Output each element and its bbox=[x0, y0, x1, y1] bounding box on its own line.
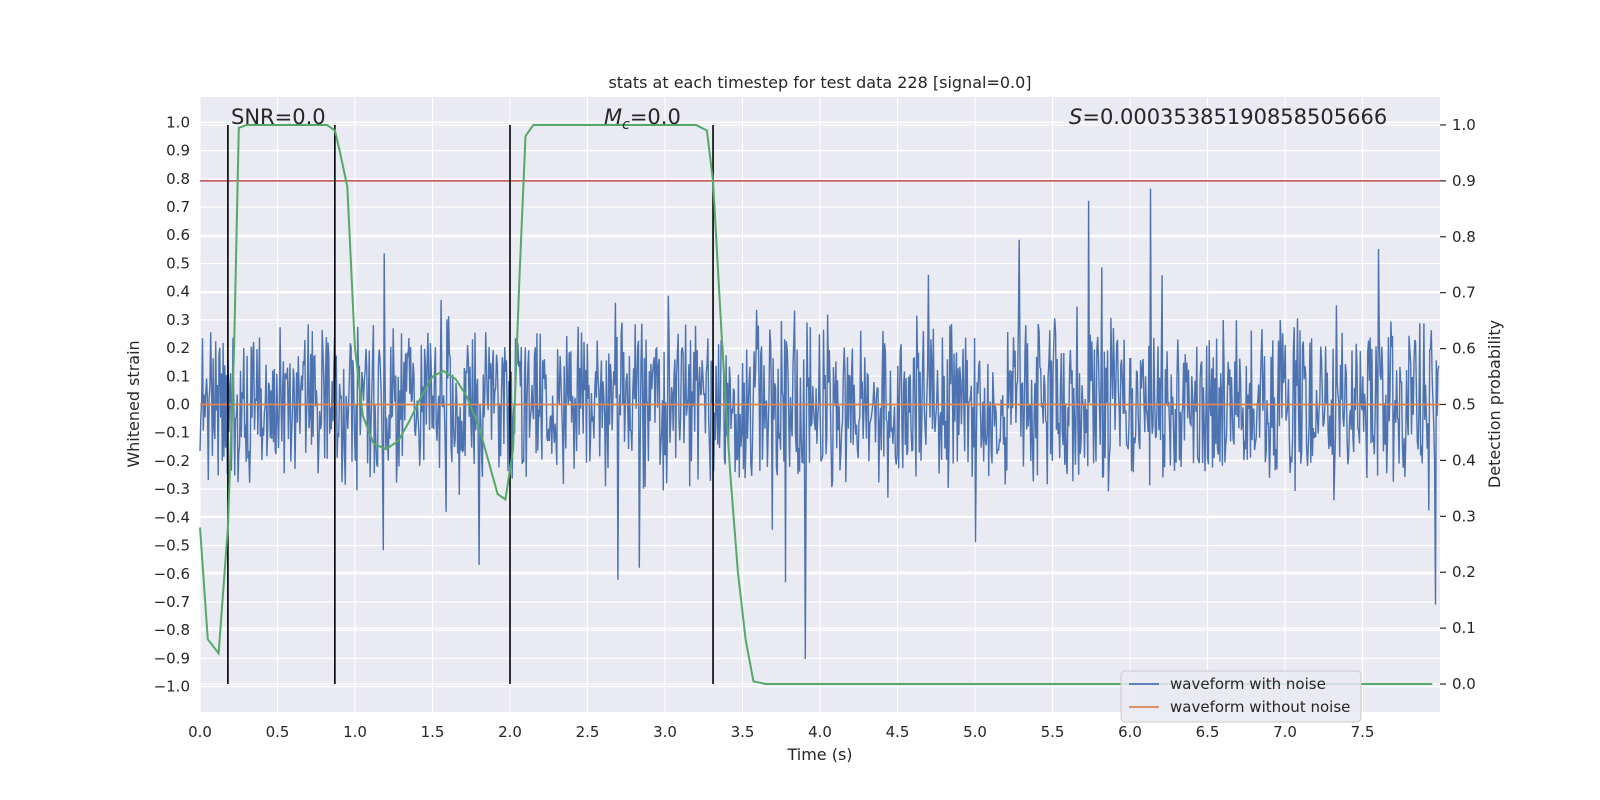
y2-tick-label: 0.4 bbox=[1452, 451, 1476, 469]
s-statistic-annotation: S=0.00035385190858505666 bbox=[1069, 105, 1387, 129]
detection-probability-line bbox=[199, 124, 1433, 685]
x-tick-label: 4.0 bbox=[808, 723, 832, 741]
waveform-with-noise-series bbox=[199, 188, 1440, 660]
y2-tick-label: 0.3 bbox=[1452, 507, 1476, 525]
y-tick-label: 0.5 bbox=[166, 254, 190, 272]
y2-tick-label: 0.7 bbox=[1452, 284, 1476, 302]
y-tick-label: −0.1 bbox=[154, 424, 190, 442]
y-tick-label: −0.5 bbox=[154, 537, 190, 555]
chart-title: stats at each timestep for test data 228… bbox=[608, 73, 1031, 92]
legend-box bbox=[1120, 670, 1362, 723]
x-tick-label: 5.0 bbox=[963, 723, 987, 741]
y-tick-label: 0.8 bbox=[166, 170, 190, 188]
y2-tick-label: 0.9 bbox=[1452, 172, 1476, 190]
y-tick-label: 0.2 bbox=[166, 339, 190, 357]
y2-tick-label: 0.8 bbox=[1452, 228, 1476, 246]
y2-tick-label: 0.5 bbox=[1452, 396, 1476, 414]
y-tick-label: −1.0 bbox=[154, 678, 190, 696]
x-tick-label: 6.0 bbox=[1118, 723, 1142, 741]
y-tick-label: 0.6 bbox=[166, 226, 190, 244]
legend: waveform with noise waveform without noi… bbox=[1120, 670, 1362, 723]
x-tick-label: 3.5 bbox=[731, 723, 755, 741]
y-tick-label: 0.0 bbox=[166, 396, 190, 414]
x-tick-label: 4.5 bbox=[886, 723, 910, 741]
y-tick-label: −0.8 bbox=[154, 621, 190, 639]
x-tick-label: 7.5 bbox=[1351, 723, 1375, 741]
x-tick-label: 5.5 bbox=[1041, 723, 1065, 741]
x-axis-ticks: 0.0 0.5 1.0 1.5 2.0 2.5 3.0 3.5 4.0 4.5 5.0 5.5 6.0 6… bbox=[188, 723, 1374, 741]
legend-label-clean: waveform without noise bbox=[1170, 698, 1350, 716]
y-axis-ticks: 1.0 0.9 0.8 0.7 0.6 0.5 0.4 0.3 0.2 0.1 0.0 −0.1 −0.… bbox=[154, 113, 190, 695]
x-tick-label: 2.0 bbox=[498, 723, 522, 741]
y-tick-label: −0.7 bbox=[154, 593, 190, 611]
y2-axis-ticks: 1.0 0.9 0.8 0.7 0.6 0.5 0.4 0.3 0.2 0.1 0.0 bbox=[1440, 116, 1476, 693]
y2-tick-label: 1.0 bbox=[1452, 116, 1476, 134]
y-axis-label: Whitened strain bbox=[124, 340, 143, 467]
y-tick-label: 0.9 bbox=[166, 142, 190, 160]
x-axis-label: Time (s) bbox=[786, 745, 852, 764]
reference-lines bbox=[200, 124, 1440, 685]
y2-tick-label: 0.1 bbox=[1452, 619, 1476, 637]
y-tick-label: 1.0 bbox=[166, 113, 190, 131]
y2-axis-label: Detection probability bbox=[1485, 320, 1504, 488]
x-tick-label: 6.5 bbox=[1196, 723, 1220, 741]
x-tick-label: 7.0 bbox=[1273, 723, 1297, 741]
noise-waveform-line bbox=[199, 188, 1440, 660]
x-tick-label: 1.0 bbox=[343, 723, 367, 741]
x-tick-label: 2.5 bbox=[576, 723, 600, 741]
detection-probability-series bbox=[199, 124, 1433, 685]
y-tick-label: −0.2 bbox=[154, 452, 190, 470]
x-tick-label: 0.0 bbox=[188, 723, 212, 741]
y2-tick-label: 0.0 bbox=[1452, 675, 1476, 693]
y-tick-label: 0.7 bbox=[166, 198, 190, 216]
y-tick-label: −0.3 bbox=[154, 480, 190, 498]
y-tick-label: 0.1 bbox=[166, 367, 190, 385]
y-tick-label: −0.6 bbox=[154, 565, 190, 583]
y-tick-label: 0.4 bbox=[166, 283, 190, 301]
x-tick-label: 0.5 bbox=[266, 723, 290, 741]
snr-annotation: SNR=0.0 bbox=[231, 105, 326, 129]
y2-tick-label: 0.2 bbox=[1452, 563, 1476, 581]
legend-label-noise: waveform with noise bbox=[1170, 675, 1326, 693]
y-tick-label: −0.4 bbox=[154, 508, 190, 526]
x-tick-label: 3.0 bbox=[653, 723, 677, 741]
x-tick-label: 1.5 bbox=[421, 723, 445, 741]
y2-tick-label: 0.6 bbox=[1452, 340, 1476, 358]
y-tick-label: −0.9 bbox=[154, 649, 190, 667]
y-tick-label: 0.3 bbox=[166, 311, 190, 329]
chirp-mass-annotation: Mc=0.0 bbox=[604, 105, 681, 133]
